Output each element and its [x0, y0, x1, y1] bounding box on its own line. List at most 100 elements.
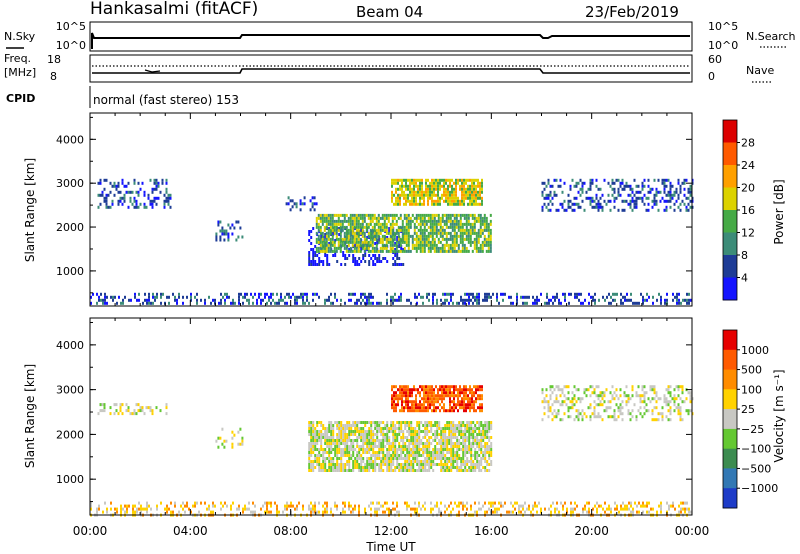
heatmap-cell [407, 394, 409, 398]
heatmap-cell [344, 445, 347, 448]
heatmap-cell [476, 442, 479, 445]
heatmap-cell [137, 409, 140, 413]
heatmap-cell [132, 504, 134, 508]
heatmap-cell [412, 436, 415, 439]
heatmap-cell [392, 507, 394, 511]
heatmap-cell [473, 196, 475, 200]
heatmap-cell [327, 231, 330, 235]
heatmap-cell [440, 466, 443, 469]
heatmap-cell [344, 469, 347, 472]
heatmap-cell [516, 298, 518, 302]
heatmap-cell [453, 216, 456, 220]
heatmap-cell [681, 385, 684, 389]
heatmap-cell [337, 243, 340, 247]
heatmap-cell [522, 507, 524, 511]
heatmap-cell [435, 385, 437, 389]
heatmap-cell [355, 228, 358, 232]
heatmap-cell [165, 406, 168, 410]
y-tick-label: 1000 [56, 265, 84, 278]
heatmap-cell [433, 391, 435, 395]
heatmap-cell [399, 184, 401, 188]
heatmap-cell [391, 216, 394, 220]
heatmap-cell [421, 403, 423, 407]
heatmap-cell [553, 193, 556, 197]
heatmap-cell [405, 243, 408, 247]
heatmap-cell [434, 457, 437, 460]
heatmap-cell [407, 178, 409, 182]
heatmap-cell [330, 433, 333, 436]
heatmap-cell [153, 187, 156, 191]
heatmap-cell [435, 222, 438, 226]
heatmap-cell [123, 199, 126, 203]
heatmap-cell [339, 234, 342, 238]
heatmap-cell [543, 400, 546, 404]
heatmap-cell [376, 501, 378, 505]
heatmap-cell [320, 433, 323, 436]
heatmap-cell [673, 208, 676, 212]
heatmap-cell [397, 225, 400, 229]
heatmap-cell [105, 196, 108, 200]
heatmap-cell [393, 391, 395, 395]
heatmap-cell [310, 263, 313, 266]
heatmap-cell [382, 460, 385, 463]
heatmap-cell [587, 406, 590, 410]
heatmap-cell [113, 193, 116, 197]
heatmap-cell [418, 436, 421, 439]
heatmap-cell [429, 240, 432, 244]
heatmap-cell [425, 222, 428, 226]
heatmap-cell [408, 439, 411, 442]
heatmap-cell [445, 237, 448, 241]
heatmap-cell [443, 178, 445, 182]
heatmap-cell [296, 298, 298, 302]
heatmap-cell [450, 469, 453, 472]
heatmap-cell [459, 228, 462, 232]
heatmap-cell [451, 385, 453, 389]
heatmap-cell [461, 187, 463, 191]
heatmap-cell [376, 436, 379, 439]
heatmap-cell [156, 507, 158, 511]
heatmap-cell [406, 454, 409, 457]
heatmap-cell [107, 205, 110, 209]
heatmap-cell [467, 187, 469, 191]
heatmap-cell [571, 400, 574, 404]
heatmap-cell [629, 199, 632, 203]
heatmap-cell [401, 237, 404, 241]
heatmap-cell [577, 412, 580, 416]
heatmap-cell [418, 448, 421, 451]
heatmap-cell [133, 181, 136, 185]
heatmap-cell [378, 457, 381, 460]
heatmap-cell [322, 457, 325, 460]
heatmap-cell [466, 469, 469, 472]
heatmap-cell [395, 385, 397, 389]
heatmap-cell [354, 424, 357, 427]
heatmap-cell [465, 225, 468, 229]
heatmap-cell [383, 213, 386, 217]
heatmap-cell [220, 301, 222, 305]
heatmap-cell [403, 184, 405, 188]
heatmap-cell [390, 427, 393, 430]
heatmap-cell [399, 202, 401, 206]
heatmap-cell [464, 298, 466, 302]
heatmap-cell [567, 406, 570, 410]
heatmap-cell [388, 430, 391, 433]
nave-label: Nave [746, 64, 774, 77]
heatmap-cell [420, 430, 423, 433]
heatmap-cell [154, 298, 156, 302]
heatmap-cell [140, 504, 142, 508]
heatmap-cell [444, 445, 447, 448]
heatmap-cell [407, 385, 409, 389]
heatmap-cell [103, 178, 106, 182]
heatmap-cell [689, 394, 692, 398]
heatmap-cell [332, 427, 335, 430]
heatmap-cell [238, 301, 240, 305]
heatmap-cell [669, 385, 672, 389]
colorbar-segment [723, 277, 737, 301]
heatmap-cell [442, 463, 445, 466]
heatmap-cell [679, 409, 682, 413]
heatmap-cell [404, 460, 407, 463]
heatmap-cell [413, 202, 415, 206]
heatmap-cell [643, 178, 646, 182]
heatmap-cell [412, 430, 415, 433]
heatmap-cell [163, 205, 166, 209]
heatmap-cell [444, 510, 446, 514]
